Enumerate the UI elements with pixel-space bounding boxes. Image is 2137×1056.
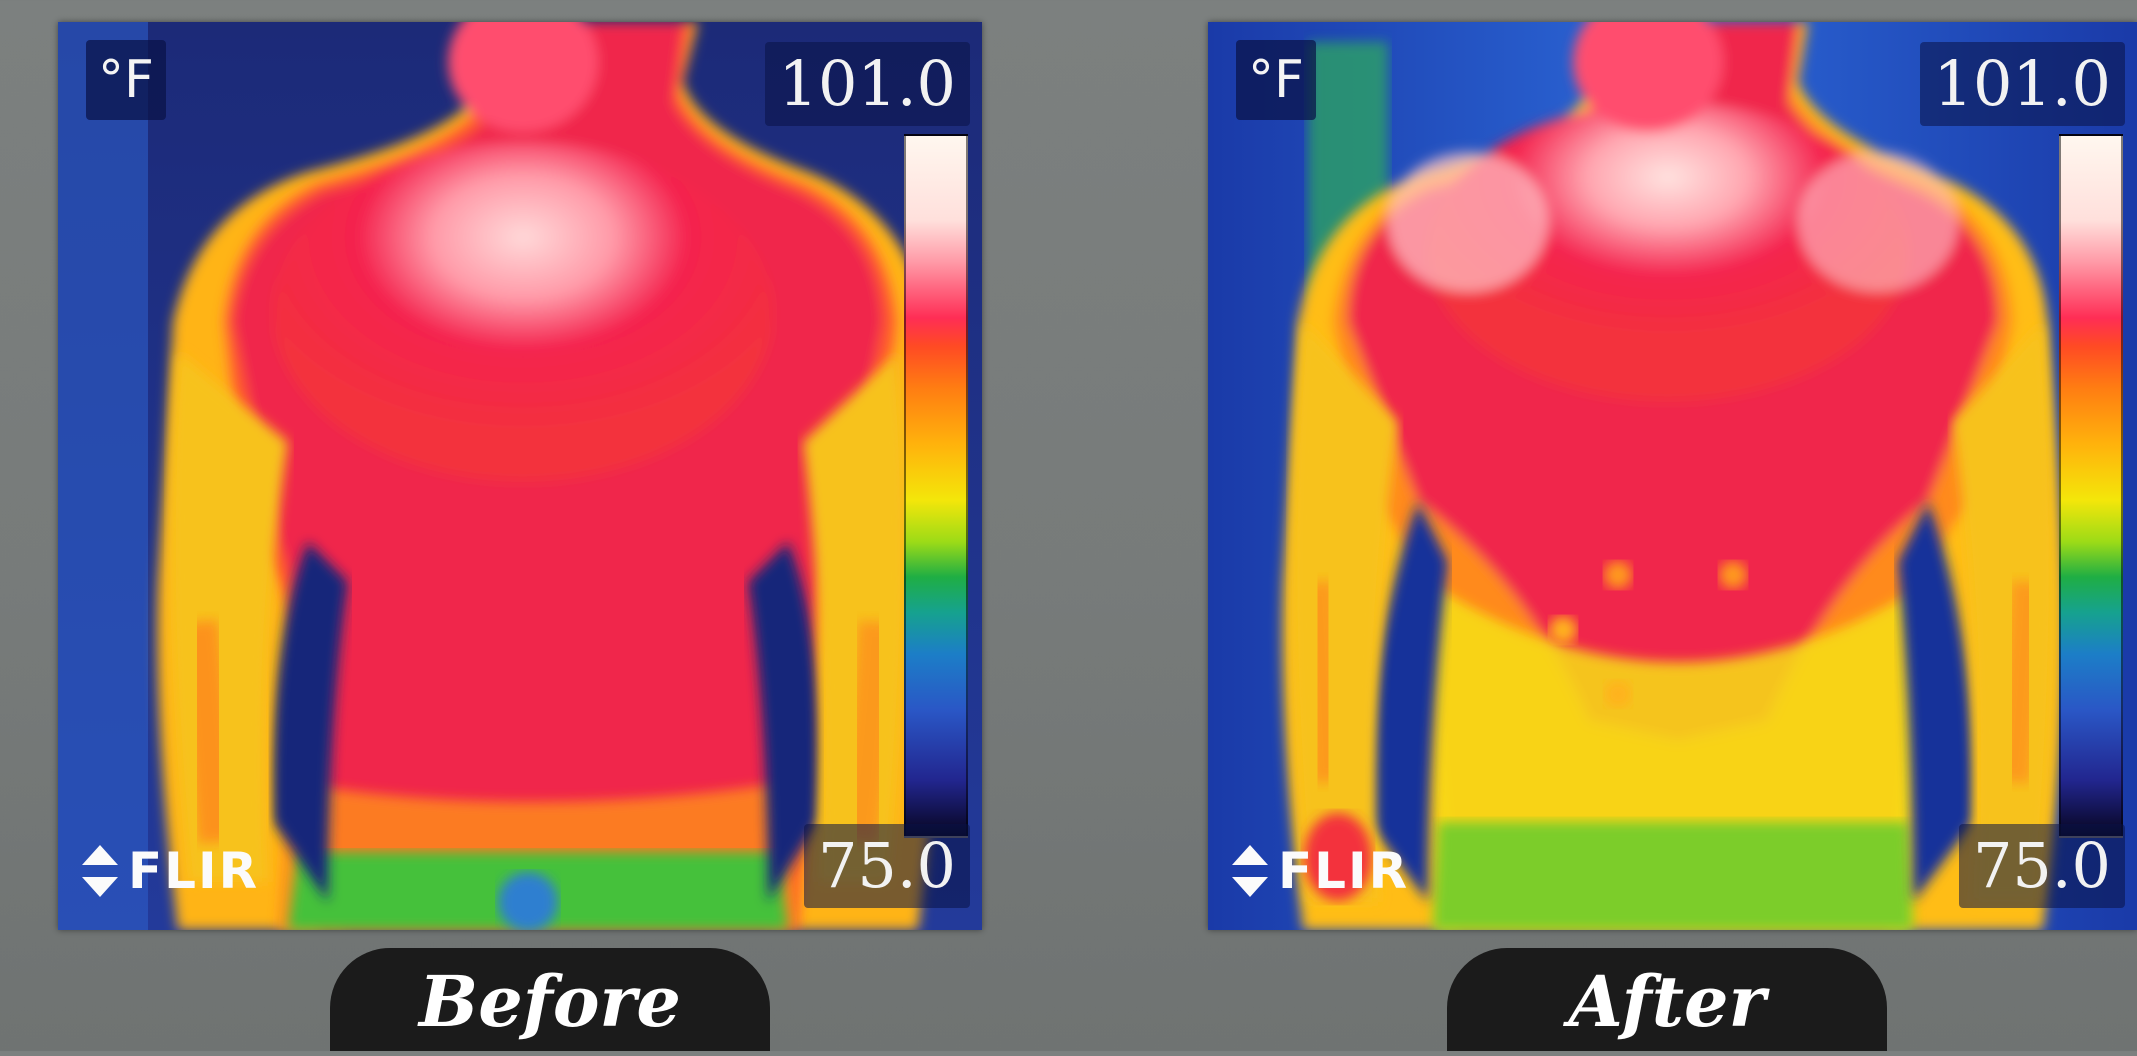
flir-logo: FLIR — [1230, 842, 1409, 900]
thermal-back-before — [58, 22, 982, 930]
flir-logo-icon — [1232, 845, 1268, 897]
color-scale-bar — [904, 134, 968, 838]
min-temperature: 75.0 — [1958, 824, 2125, 908]
flir-logo-text: FLIR — [1278, 842, 1410, 900]
caption-before: Before — [330, 948, 770, 1051]
flir-logo: FLIR — [80, 842, 259, 900]
thermal-back-after — [1208, 22, 2137, 930]
max-temperature: 101.0 — [764, 42, 970, 126]
caption-after: After — [1447, 948, 1887, 1051]
min-temperature: 75.0 — [803, 824, 970, 908]
thermal-image-before: °F 101.0 75.0 FLIR — [58, 22, 982, 930]
thermal-image-after: °F 101.0 75.0 FLIR — [1208, 22, 2137, 930]
color-scale-bar — [2059, 134, 2123, 838]
max-temperature: 101.0 — [1919, 42, 2125, 126]
flir-logo-text: FLIR — [128, 842, 260, 900]
unit-label: °F — [86, 40, 166, 120]
unit-label: °F — [1236, 40, 1316, 120]
flir-logo-icon — [82, 845, 118, 897]
